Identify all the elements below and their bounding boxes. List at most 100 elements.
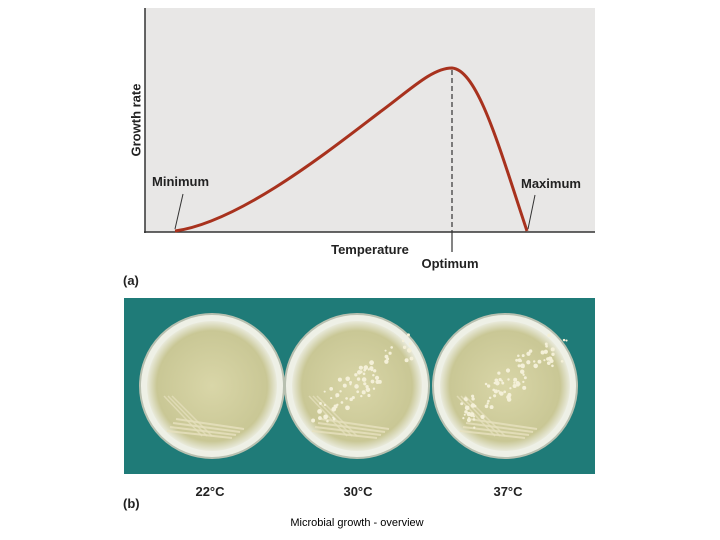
colony — [331, 406, 337, 412]
streak — [311, 430, 378, 439]
colony — [526, 360, 531, 365]
colony — [565, 339, 568, 342]
colony — [369, 360, 374, 366]
colony — [329, 387, 334, 391]
colony — [466, 411, 472, 417]
panel-label: (b) — [123, 496, 140, 511]
colony — [342, 383, 347, 388]
colony — [319, 402, 322, 405]
streak — [459, 430, 526, 439]
colony — [362, 372, 366, 376]
colony — [404, 358, 409, 363]
colony — [311, 418, 316, 423]
colony — [406, 348, 412, 353]
colony — [318, 416, 322, 420]
colony — [489, 405, 494, 410]
colony — [533, 363, 538, 369]
colony — [547, 333, 551, 338]
colony — [497, 371, 501, 375]
colony — [486, 402, 489, 405]
colony — [523, 376, 527, 380]
colony — [507, 393, 512, 397]
colony — [363, 365, 369, 370]
maximum-pointer — [527, 194, 536, 230]
colony — [406, 333, 410, 337]
colony — [372, 369, 377, 373]
colony — [493, 381, 496, 385]
colony — [370, 379, 375, 384]
colony — [370, 368, 374, 372]
colony — [375, 379, 380, 385]
colony — [384, 359, 389, 364]
colony — [551, 364, 554, 368]
colony — [472, 415, 476, 418]
streak — [456, 395, 496, 437]
colony — [497, 389, 500, 392]
colony — [365, 387, 371, 393]
colony — [543, 359, 546, 362]
streak — [172, 422, 241, 433]
colony — [472, 418, 476, 421]
colony — [522, 373, 525, 376]
colony — [467, 417, 471, 420]
maximum-label: Maximum — [521, 176, 581, 191]
colony — [521, 354, 525, 358]
plate-label: 30°C — [343, 484, 373, 499]
colony — [516, 383, 520, 387]
colony — [517, 358, 522, 363]
plate-agar — [440, 321, 570, 451]
colony — [317, 408, 322, 414]
colony — [466, 418, 471, 423]
colony — [501, 381, 505, 385]
colony — [332, 416, 335, 419]
colony — [540, 350, 545, 355]
colony — [354, 384, 359, 389]
minimum-label: Minimum — [152, 174, 209, 189]
colony — [470, 403, 476, 408]
colony — [361, 377, 367, 382]
colony — [493, 394, 497, 398]
streak — [167, 395, 208, 437]
colony — [517, 354, 520, 357]
colony — [548, 356, 551, 359]
colony — [323, 414, 328, 420]
streak — [460, 395, 501, 437]
colony — [354, 373, 358, 377]
colony — [471, 397, 475, 401]
colony — [384, 354, 389, 359]
colony — [335, 393, 340, 398]
plate-agar — [147, 321, 277, 451]
colony — [323, 390, 326, 393]
colony — [560, 359, 564, 363]
minimum-pointer — [174, 193, 184, 230]
colony — [323, 403, 327, 407]
streak — [316, 395, 358, 437]
streak — [464, 395, 506, 437]
colony — [408, 342, 412, 346]
colony — [463, 413, 466, 416]
optimum-label: Optimum — [421, 256, 478, 271]
colony — [388, 351, 392, 355]
streak — [171, 395, 213, 437]
colony — [528, 349, 533, 353]
y-axis-label: Growth rate — [128, 84, 143, 157]
colony — [363, 382, 367, 386]
colony — [337, 377, 342, 382]
colony — [505, 368, 511, 373]
colony — [359, 370, 363, 374]
colony — [503, 390, 507, 394]
colony — [537, 359, 542, 364]
colony — [499, 391, 504, 396]
colony — [345, 376, 351, 382]
growth-curve — [174, 66, 529, 233]
colony — [493, 389, 498, 394]
colony — [390, 346, 393, 349]
colony — [522, 380, 525, 384]
colony — [522, 385, 527, 390]
colony — [473, 426, 476, 429]
colony — [345, 405, 350, 411]
colony — [512, 383, 517, 389]
colony — [349, 397, 353, 402]
colony — [384, 349, 387, 352]
colony — [509, 387, 512, 390]
